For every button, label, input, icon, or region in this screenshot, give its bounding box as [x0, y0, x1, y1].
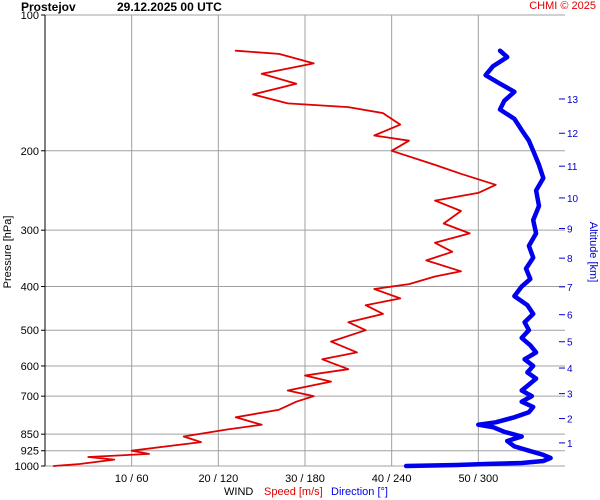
pressure-tick-label: 600	[21, 361, 39, 373]
altitude-tick-label: 11	[567, 162, 578, 173]
altitude-tick-label: 13	[567, 95, 579, 106]
x-label-speed: Speed [m/s]	[264, 486, 323, 498]
pressure-tick-label: 200	[21, 146, 39, 158]
x-tick-label: 10 / 60	[115, 473, 149, 485]
pressure-tick-label: 850	[21, 429, 39, 441]
station-name: Prostejov	[21, 0, 76, 14]
pressure-tick-label: 700	[21, 391, 39, 403]
altitude-tick-label: 12	[567, 129, 579, 140]
altitude-tick-label: 1	[567, 439, 573, 450]
altitude-tick-label: 4	[567, 364, 573, 375]
pressure-tick-label: 1000	[15, 461, 39, 473]
x-label-direction: Direction [°]	[331, 486, 388, 498]
series-group	[52, 48, 553, 469]
altitude-tick-label: 5	[567, 338, 573, 349]
y-axis-label: Pressure [hPa]	[2, 216, 14, 289]
pressure-tick-label: 100	[21, 10, 39, 22]
x-tick-label: 50 / 300	[458, 473, 498, 485]
wind-speed-line	[52, 49, 497, 467]
y2-axis-label: Altitude [km]	[587, 222, 599, 283]
x-tick-label: 40 / 240	[372, 473, 412, 485]
pressure-tick-label: 925	[21, 446, 39, 458]
altitude-tick-label: 8	[567, 254, 573, 265]
x-tick-label: 20 / 120	[198, 473, 238, 485]
x-ticks: 10 / 60 20 / 120 30 / 180 40 / 240 50 / 300	[115, 473, 498, 485]
pressure-ticks: 100 200 300 400 500 600 700 850 925 1000	[15, 10, 45, 473]
observation-datetime: 29.12.2025 00 UTC	[117, 0, 222, 14]
altitude-tick-label: 7	[567, 283, 573, 294]
credit-label: CHMI © 2025	[529, 0, 596, 12]
altitude-tick-label: 9	[567, 225, 573, 236]
altitude-tick-label: 3	[567, 390, 573, 401]
x-tick-label: 30 / 180	[285, 473, 325, 485]
grid-lines	[45, 14, 565, 467]
altitude-tick-label: 10	[567, 194, 579, 205]
altitude-tick-label: 2	[567, 415, 573, 426]
pressure-tick-label: 300	[21, 225, 39, 237]
wind-direction-line	[403, 48, 553, 469]
x-label-wind: WIND	[224, 486, 253, 498]
pressure-tick-label: 400	[21, 282, 39, 294]
altitude-tick-label: 6	[567, 311, 573, 322]
pressure-tick-label: 500	[21, 325, 39, 337]
